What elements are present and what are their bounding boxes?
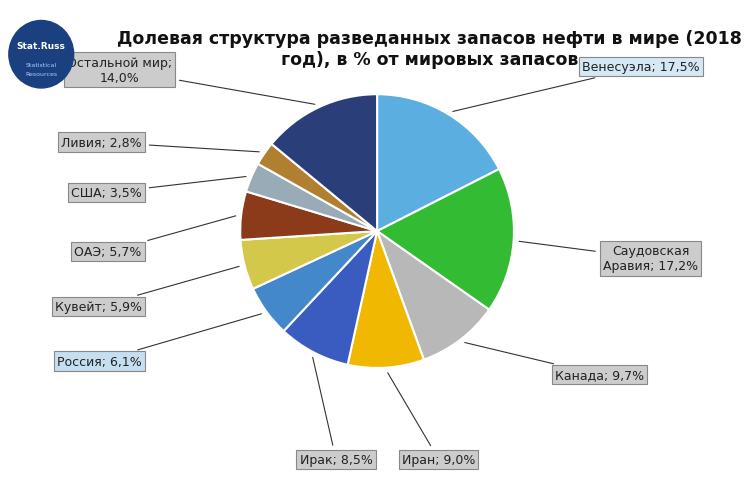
Wedge shape [347,231,424,368]
Circle shape [9,22,74,89]
Wedge shape [377,95,499,231]
Text: Иран; 9,0%: Иран; 9,0% [388,373,476,466]
Text: Ирак; 8,5%: Ирак; 8,5% [299,358,373,466]
Text: Resources: Resources [26,72,57,77]
Wedge shape [284,231,377,365]
Text: Кувейт; 5,9%: Кувейт; 5,9% [55,267,239,313]
Text: Саудовская
Аравия; 17,2%: Саудовская Аравия; 17,2% [519,242,698,273]
Text: Венесуэла; 17,5%: Венесуэла; 17,5% [453,61,700,112]
Wedge shape [377,231,489,360]
Wedge shape [272,95,377,231]
Title: Долевая структура разведанных запасов нефти в мире (2018
год), в % от мировых за: Долевая структура разведанных запасов не… [117,30,742,69]
Wedge shape [253,231,377,332]
Text: Statistical: Statistical [26,63,57,68]
Text: Ливия; 2,8%: Ливия; 2,8% [61,136,260,152]
Text: Остальной мир;
14,0%: Остальной мир; 14,0% [67,57,315,105]
Wedge shape [240,192,377,240]
Text: Stat.Russ: Stat.Russ [16,42,66,51]
Wedge shape [241,231,377,289]
Wedge shape [377,170,514,310]
Text: США; 3,5%: США; 3,5% [71,177,246,200]
Text: Россия; 6,1%: Россия; 6,1% [57,314,262,368]
Wedge shape [246,164,377,231]
Text: Канада; 9,7%: Канада; 9,7% [465,343,644,382]
Text: ОАЭ; 5,7%: ОАЭ; 5,7% [74,216,236,259]
Wedge shape [258,145,377,231]
